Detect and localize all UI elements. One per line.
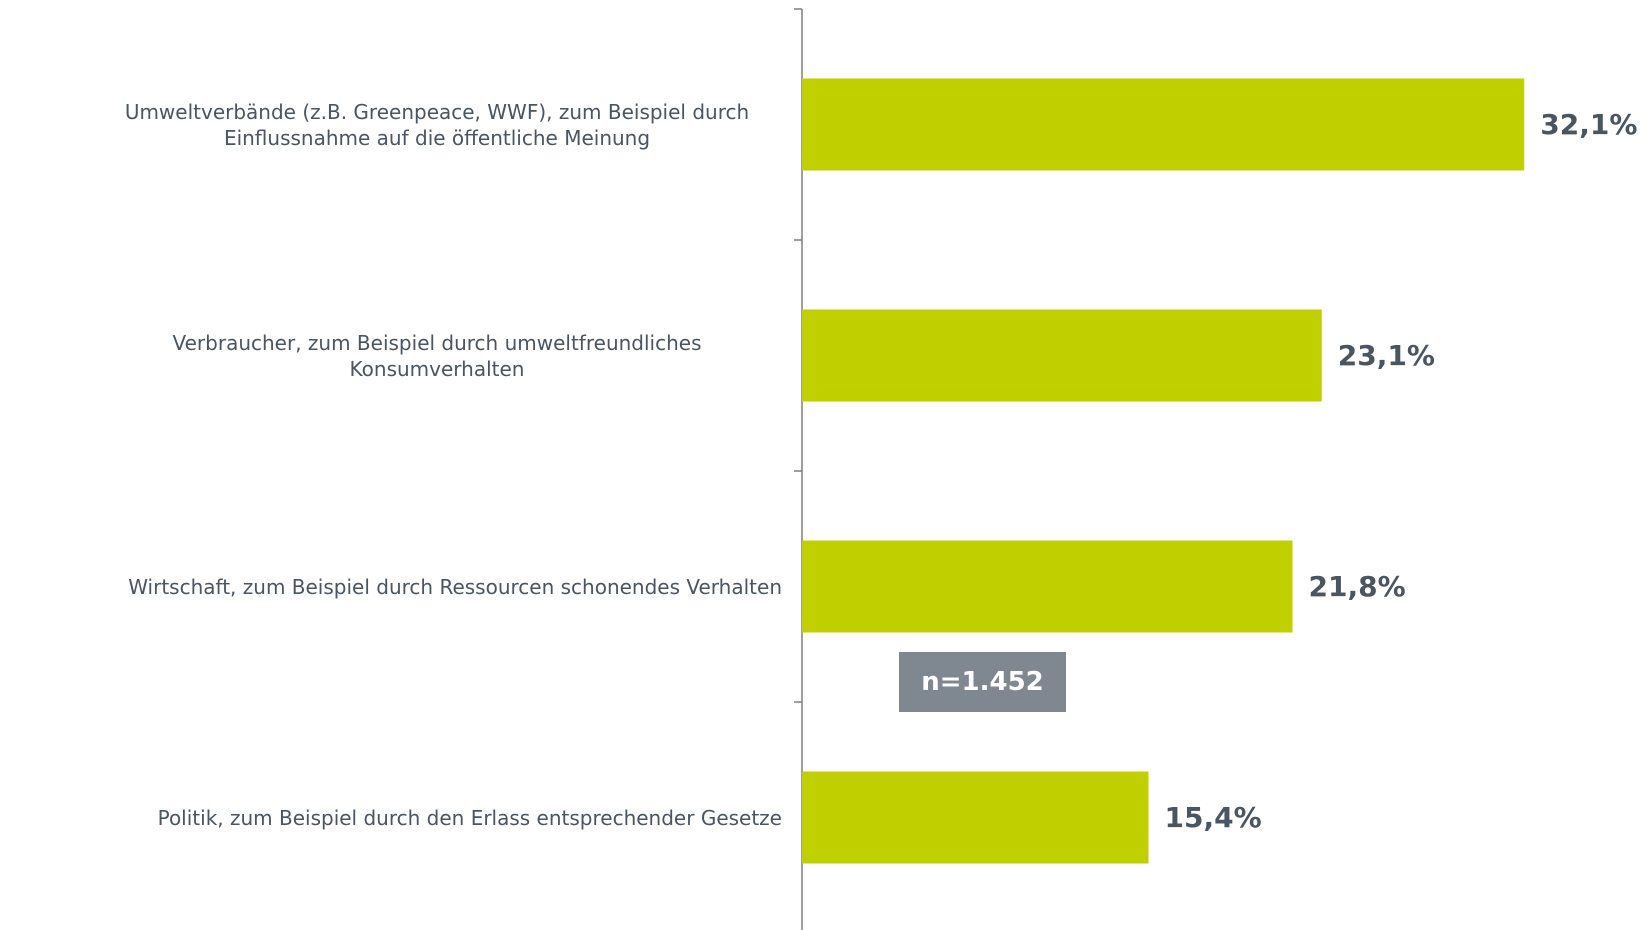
value-label: 15,4% [1164, 801, 1262, 834]
bar [802, 771, 1149, 864]
category-label: Verbraucher, zum Beispiel durch umweltfr… [0, 316, 782, 396]
category-label-text: Wirtschaft, zum Beispiel durch Ressource… [128, 574, 782, 599]
category-label-text: Politik, zum Beispiel durch den Erlass e… [157, 805, 782, 830]
bar [802, 540, 1293, 633]
category-label: Wirtschaft, zum Beispiel durch Ressource… [0, 547, 782, 627]
category-label-text: Umweltverbände (z.B. Greenpeace, WWF), z… [124, 99, 750, 150]
category-label-text: Verbraucher, zum Beispiel durch umweltfr… [172, 330, 702, 381]
value-label: 21,8% [1308, 570, 1406, 603]
category-label: Politik, zum Beispiel durch den Erlass e… [0, 778, 782, 858]
sample-size-note: n=1.452 [899, 652, 1066, 712]
bar [802, 309, 1322, 402]
value-label: 32,1% [1540, 108, 1638, 141]
category-label: Umweltverbände (z.B. Greenpeace, WWF), z… [0, 85, 782, 165]
value-label: 23,1% [1337, 339, 1435, 372]
bar [802, 78, 1525, 171]
